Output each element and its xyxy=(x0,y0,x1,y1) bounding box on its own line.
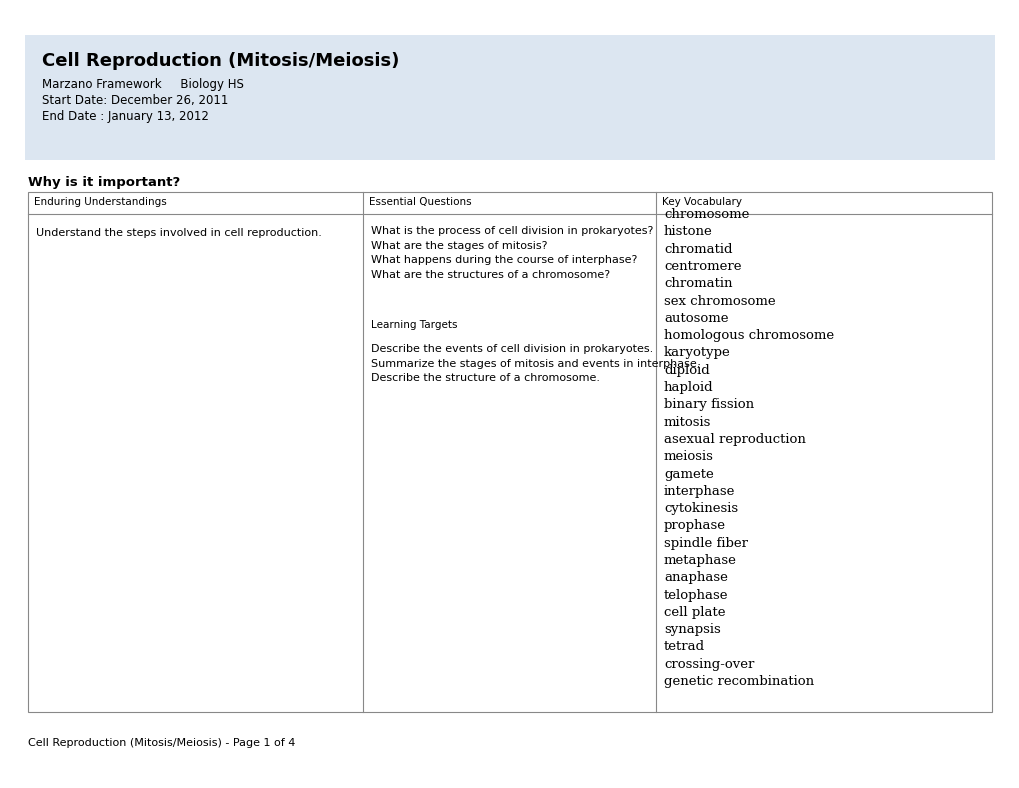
Text: What are the stages of mitosis?: What are the stages of mitosis? xyxy=(371,240,547,251)
Bar xyxy=(25,35,994,160)
Text: asexual reproduction: asexual reproduction xyxy=(663,433,805,446)
Text: diploid: diploid xyxy=(663,364,709,377)
Text: Learning Targets: Learning Targets xyxy=(371,320,458,330)
Text: Cell Reproduction (Mitosis/Meiosis) - Page 1 of 4: Cell Reproduction (Mitosis/Meiosis) - Pa… xyxy=(28,738,296,748)
Text: gamete: gamete xyxy=(663,467,713,481)
Text: crossing-over: crossing-over xyxy=(663,658,754,671)
Text: Describe the events of cell division in prokaryotes.: Describe the events of cell division in … xyxy=(371,344,652,354)
Text: anaphase: anaphase xyxy=(663,571,728,584)
Text: cytokinesis: cytokinesis xyxy=(663,502,738,515)
Text: Enduring Understandings: Enduring Understandings xyxy=(34,197,166,207)
Text: centromere: centromere xyxy=(663,260,741,273)
Text: End Date : January 13, 2012: End Date : January 13, 2012 xyxy=(42,110,209,123)
Text: Essential Questions: Essential Questions xyxy=(369,197,471,207)
Text: Describe the structure of a chromosome.: Describe the structure of a chromosome. xyxy=(371,373,599,383)
Text: What is the process of cell division in prokaryotes?: What is the process of cell division in … xyxy=(371,226,653,236)
Text: What happens during the course of interphase?: What happens during the course of interp… xyxy=(371,255,637,265)
Text: chromosome: chromosome xyxy=(663,208,749,221)
Text: autosome: autosome xyxy=(663,312,728,325)
Text: homologous chromosome: homologous chromosome xyxy=(663,329,834,342)
Text: Why is it important?: Why is it important? xyxy=(28,176,180,189)
Text: sex chromosome: sex chromosome xyxy=(663,295,774,307)
Text: meiosis: meiosis xyxy=(663,450,713,463)
Text: chromatid: chromatid xyxy=(663,243,732,255)
Text: synapsis: synapsis xyxy=(663,623,720,636)
Text: tetrad: tetrad xyxy=(663,641,704,653)
Bar xyxy=(28,192,991,712)
Text: haploid: haploid xyxy=(663,381,713,394)
Text: Understand the steps involved in cell reproduction.: Understand the steps involved in cell re… xyxy=(36,228,322,238)
Text: interphase: interphase xyxy=(663,485,735,498)
Text: Cell Reproduction (Mitosis/Meiosis): Cell Reproduction (Mitosis/Meiosis) xyxy=(42,52,399,70)
Text: karyotype: karyotype xyxy=(663,347,730,359)
Text: prophase: prophase xyxy=(663,519,726,533)
Text: binary fission: binary fission xyxy=(663,398,753,411)
Text: telophase: telophase xyxy=(663,589,728,601)
Text: cell plate: cell plate xyxy=(663,606,725,619)
Text: spindle fiber: spindle fiber xyxy=(663,537,747,550)
Text: Marzano Framework     Biology HS: Marzano Framework Biology HS xyxy=(42,78,244,91)
Text: What are the structures of a chromosome?: What are the structures of a chromosome? xyxy=(371,269,609,280)
Text: histone: histone xyxy=(663,225,712,238)
Text: Start Date: December 26, 2011: Start Date: December 26, 2011 xyxy=(42,94,228,107)
Text: Summarize the stages of mitosis and events in interphase.: Summarize the stages of mitosis and even… xyxy=(371,359,700,369)
Text: chromatin: chromatin xyxy=(663,277,732,290)
Text: genetic recombination: genetic recombination xyxy=(663,675,813,688)
Text: mitosis: mitosis xyxy=(663,415,710,429)
Text: metaphase: metaphase xyxy=(663,554,736,567)
Text: Key Vocabulary: Key Vocabulary xyxy=(661,197,741,207)
